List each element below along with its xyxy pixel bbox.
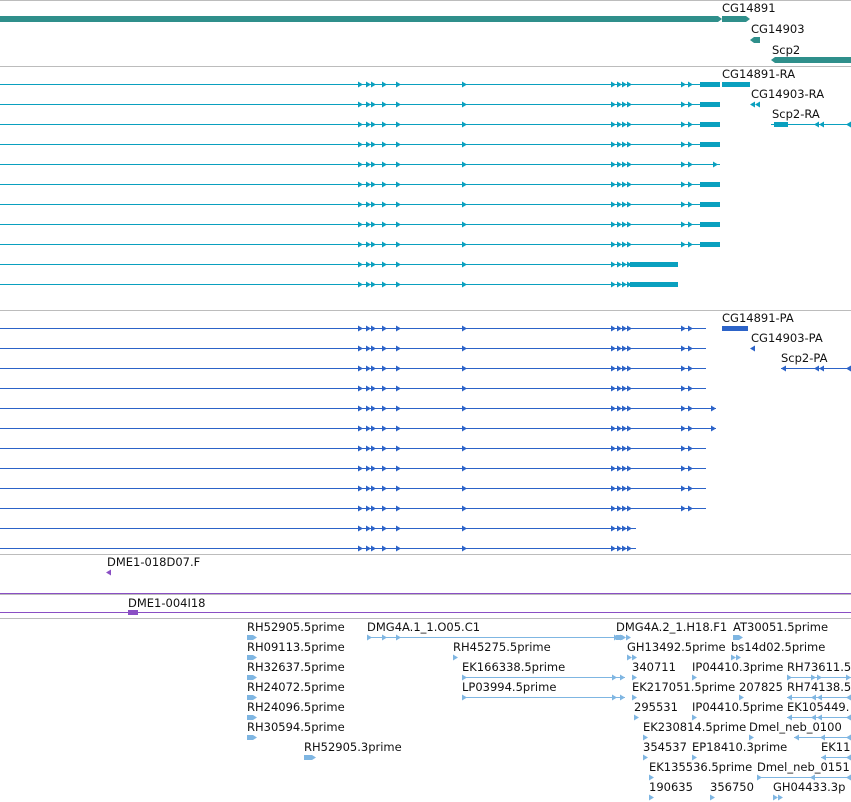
est-label[interactable]: EK11 <box>821 740 850 754</box>
est-label[interactable]: 354537 <box>643 740 687 754</box>
exon-block <box>722 326 748 331</box>
mrna-label-scp2-ra[interactable]: Scp2-RA <box>772 107 820 121</box>
est-label[interactable]: GH04433.3p <box>773 780 845 794</box>
est-alignment-bar <box>247 675 257 680</box>
est-label[interactable]: RH73611.5 <box>787 660 851 674</box>
exon-arrow <box>750 345 755 352</box>
mrna-label-cg14891-ra[interactable]: CG14891-RA <box>722 67 795 81</box>
clone-end-marker <box>128 610 138 615</box>
est-label[interactable]: DMG4A.1_1.O05.C1 <box>367 620 480 634</box>
gene-feature-bar <box>722 16 750 22</box>
gene-label-scp2[interactable]: Scp2 <box>772 43 800 57</box>
est-label[interactable]: RH24072.5prime <box>247 680 345 694</box>
est-arrow <box>632 694 637 701</box>
est-alignment-bar <box>304 755 316 760</box>
gene-label-cg14903[interactable]: CG14903 <box>751 22 805 36</box>
gene-label-cg14891[interactable]: CG14891 <box>722 1 776 15</box>
est-arrow <box>649 794 654 801</box>
est-arrow <box>749 734 754 741</box>
protein-track: CG14891-PA CG14903-PA Scp2-PA <box>0 311 851 552</box>
est-label[interactable]: IP04410.5prime <box>692 700 783 714</box>
exon-arrow <box>750 101 755 108</box>
est-label[interactable]: bs14d02.5prime <box>731 640 825 654</box>
est-arrow <box>773 794 778 801</box>
est-label[interactable]: EK217051.5prime <box>632 680 735 694</box>
est-arrow <box>453 654 458 661</box>
mrna-label-cg14903-ra[interactable]: CG14903-RA <box>751 87 824 101</box>
est-label[interactable]: DMG4A.2_1.H18.F1 <box>616 620 727 634</box>
est-label[interactable]: 340711 <box>632 660 676 674</box>
est-label[interactable]: AT30051.5prime <box>733 620 828 634</box>
protein-label-scp2-pa[interactable]: Scp2-PA <box>781 351 828 365</box>
mrna-track: CG14891-RA CG14903-RA Scp2-RA <box>0 67 851 288</box>
est-arrow <box>626 634 631 641</box>
gene-track: CG14891 CG14903 Scp2 <box>0 1 851 63</box>
exon-block <box>722 82 750 87</box>
est-arrow <box>649 774 654 781</box>
est-label[interactable]: LP03994.5prime <box>462 680 556 694</box>
est-label[interactable]: EK135536.5prime <box>649 760 752 774</box>
est-arrow <box>643 754 648 761</box>
est-arrow <box>731 654 736 661</box>
protein-label-cg14903-pa[interactable]: CG14903-PA <box>751 331 823 345</box>
est-arrow <box>643 734 648 741</box>
est-arrow <box>736 654 741 661</box>
est-label[interactable]: RH74138.5 <box>787 680 851 694</box>
est-label[interactable]: RH30594.5prime <box>247 720 345 734</box>
gene-feature-bar <box>771 57 851 63</box>
est-alignment-bar <box>733 635 743 640</box>
est-label[interactable]: Dmel_neb_0151 <box>757 760 850 774</box>
est-label[interactable]: EK105449. <box>787 700 849 714</box>
est-label[interactable]: Dmel_neb_0100 <box>749 720 842 734</box>
est-label[interactable]: RH52905.3prime <box>304 740 402 754</box>
clone-label-dme1-018d07f[interactable]: DME1-018D07.F <box>107 555 200 569</box>
est-label[interactable]: 295531 <box>634 700 678 714</box>
est-alignment-bar <box>247 695 257 700</box>
gene-feature-bar <box>750 37 760 43</box>
est-alignment-bar <box>247 655 257 660</box>
est-label[interactable]: RH09113.5prime <box>247 640 345 654</box>
est-arrow <box>757 774 762 781</box>
est-arrow <box>778 794 783 801</box>
est-label[interactable]: RH52905.5prime <box>247 620 345 634</box>
est-label[interactable]: RH24096.5prime <box>247 700 345 714</box>
est-label[interactable]: EK230814.5prime <box>643 720 746 734</box>
clone-track: DME1-018D07.F DME1-004I18 <box>106 555 206 615</box>
est-label[interactable]: IP04410.3prime <box>692 660 783 674</box>
est-arrow <box>692 754 697 761</box>
est-arrow <box>739 694 744 701</box>
est-label[interactable]: 190635 <box>649 780 693 794</box>
exon-arrow <box>755 101 760 108</box>
protein-label-cg14891-pa[interactable]: CG14891-PA <box>722 311 794 325</box>
est-label[interactable]: RH32637.5prime <box>247 660 345 674</box>
est-track: RH52905.5prime RH09113.5prime RH32637.5p… <box>247 620 851 801</box>
est-arrow <box>632 654 637 661</box>
gene-feature-bar <box>0 16 722 22</box>
est-label[interactable]: 207825 <box>739 680 783 694</box>
est-arrow <box>634 714 639 721</box>
est-label[interactable]: GH13492.5prime <box>627 640 726 654</box>
est-label[interactable]: RH45275.5prime <box>453 640 551 654</box>
est-arrow <box>692 714 697 721</box>
est-label[interactable]: EK166338.5prime <box>462 660 565 674</box>
est-arrow <box>692 674 697 681</box>
est-arrow <box>710 794 715 801</box>
est-alignment-bar <box>247 735 257 740</box>
track-dividers <box>0 0 851 619</box>
est-arrow <box>632 674 637 681</box>
est-alignment-bar <box>247 635 257 640</box>
clone-label-dme1-004i18[interactable]: DME1-004I18 <box>128 596 206 610</box>
est-label[interactable]: 356750 <box>710 780 754 794</box>
est-arrow <box>627 654 632 661</box>
est-alignment-bar <box>247 715 257 720</box>
clone-end-marker <box>106 569 111 576</box>
est-label[interactable]: EP18410.3prime <box>692 740 787 754</box>
